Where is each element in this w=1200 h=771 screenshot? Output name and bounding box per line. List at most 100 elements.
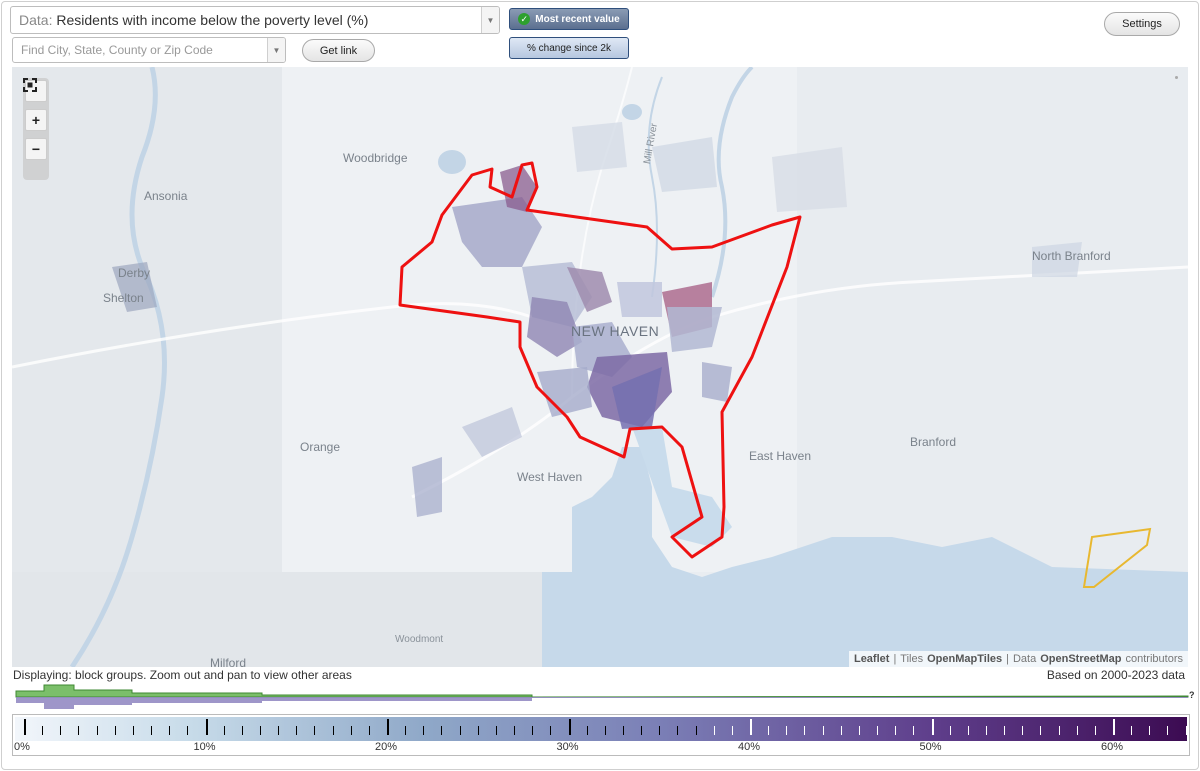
legend-tick — [60, 726, 62, 735]
legend-tick — [169, 726, 171, 735]
legend-tick — [495, 726, 497, 735]
data-prefix: Data — [1012, 653, 1037, 665]
map-tile — [797, 67, 1188, 572]
place-label-branford: Branford — [910, 435, 957, 449]
legend-tick — [786, 726, 788, 735]
distribution-histogram — [15, 684, 1189, 709]
legend-tick — [296, 726, 298, 735]
legend-tick — [368, 726, 370, 735]
legend-tick — [223, 726, 225, 735]
settings-button[interactable]: Settings — [1104, 12, 1180, 36]
openstreetmap-link[interactable]: OpenStreetMap — [1040, 653, 1122, 665]
histogram-green — [15, 684, 1189, 698]
data-years-note: Based on 2000-2023 data — [1046, 668, 1185, 682]
legend-tick — [441, 726, 443, 735]
checkmark-icon: ✓ — [518, 13, 531, 25]
tiles-prefix: Tiles — [900, 653, 924, 665]
legend-tick — [604, 726, 606, 735]
get-link-button[interactable]: Get link — [302, 39, 375, 62]
data-select[interactable]: Data: Residents with income below the po… — [10, 6, 500, 34]
legend-tick — [1185, 726, 1187, 735]
legend-tick — [1094, 726, 1096, 735]
legend-gradient — [15, 717, 1187, 741]
legend-tick — [42, 726, 44, 735]
place-label-derby: Derby — [118, 266, 151, 280]
legend-tick — [550, 726, 552, 735]
legend-tick — [1076, 726, 1078, 735]
legend-tick — [949, 726, 951, 735]
legend-tick — [350, 726, 352, 735]
legend-tick — [96, 726, 98, 735]
place-label-woodbridge: Woodbridge — [343, 151, 408, 165]
quinnipiac-river — [710, 67, 754, 298]
map-view[interactable]: Woodbridge Ansonia Derby Shelton North B… — [12, 67, 1188, 667]
place-label-east-haven: East Haven — [749, 449, 812, 463]
legend-tick — [477, 726, 479, 735]
selected-region-outline — [398, 161, 802, 559]
map-corner-dot — [1175, 76, 1178, 79]
legend-tick — [278, 726, 280, 735]
legend-tick-label: 40% — [738, 741, 761, 753]
legend-tick — [1022, 726, 1024, 735]
legend-tick — [731, 726, 733, 735]
legend-tick — [514, 726, 516, 735]
legend-tick — [840, 726, 842, 735]
legend-tick — [1040, 726, 1042, 735]
legend-tick — [858, 726, 860, 735]
data-suffix: contributors — [1125, 653, 1183, 665]
legend-tick — [659, 726, 661, 735]
histogram-purple — [16, 697, 1188, 709]
zoom-in-button[interactable]: + — [25, 109, 47, 131]
legend-tick — [332, 726, 334, 735]
percent-change-toggle[interactable]: % change since 2k — [509, 37, 629, 59]
legend-tick — [641, 726, 643, 735]
attribution-separator: | — [893, 653, 897, 665]
legend-tick — [677, 726, 679, 735]
legend-tick — [24, 719, 26, 735]
legend-tick — [985, 726, 987, 735]
map-canvas — [12, 67, 1188, 667]
leaflet-link[interactable]: Leaflet — [853, 653, 890, 665]
legend-tick — [114, 726, 116, 735]
fullscreen-button[interactable] — [23, 78, 47, 102]
place-label-milford: Milford — [210, 656, 247, 667]
zoom-out-button[interactable]: − — [25, 138, 47, 160]
legend-tick — [750, 719, 752, 735]
block-groups — [112, 122, 1082, 517]
legend-tick — [895, 726, 897, 735]
chevron-down-icon[interactable]: ▼ — [267, 38, 285, 62]
place-label-woodmont: Woodmont — [395, 634, 444, 645]
legend-tick — [913, 726, 915, 735]
legend-tick — [423, 726, 425, 735]
most-recent-value-toggle[interactable]: ✓ Most recent value — [509, 8, 629, 30]
highway — [12, 302, 533, 369]
openmaptiles-link[interactable]: OpenMapTiles — [927, 653, 1003, 665]
legend-tick — [804, 726, 806, 735]
legend-tick — [1004, 726, 1006, 735]
legend-tick — [1131, 726, 1133, 735]
place-label-ansonia: Ansonia — [144, 189, 188, 203]
location-search-input[interactable]: Find City, State, County or Zip Code ▼ — [12, 37, 286, 63]
chevron-down-icon[interactable]: ▼ — [481, 7, 499, 33]
legend-tick — [568, 719, 571, 735]
place-label-west-haven: West Haven — [517, 470, 583, 484]
most-recent-value-label: Most recent value — [535, 13, 620, 25]
legend-tick — [405, 726, 407, 735]
lake — [438, 150, 466, 174]
lake — [622, 104, 642, 120]
legend-tick — [241, 726, 243, 735]
legend-tick — [967, 726, 969, 735]
mill-river — [647, 76, 663, 298]
harbor-water — [632, 427, 732, 547]
map-attribution: Leaflet | Tiles OpenMapTiles | Data Open… — [848, 651, 1188, 667]
legend-tick — [459, 726, 461, 735]
legend-tick-label: 10% — [193, 741, 216, 753]
legend-tick-label: 0% — [14, 741, 30, 753]
legend-tick — [713, 726, 715, 735]
legend-tick — [1167, 726, 1169, 735]
displaying-status: Displaying: block groups. Zoom out and p… — [13, 668, 352, 682]
color-legend: 0% 10% 20% 30% 40% 50% 60% — [12, 714, 1190, 756]
legend-tick — [259, 726, 261, 735]
fullscreen-icon — [23, 78, 37, 92]
location-search-placeholder: Find City, State, County or Zip Code — [21, 43, 213, 57]
